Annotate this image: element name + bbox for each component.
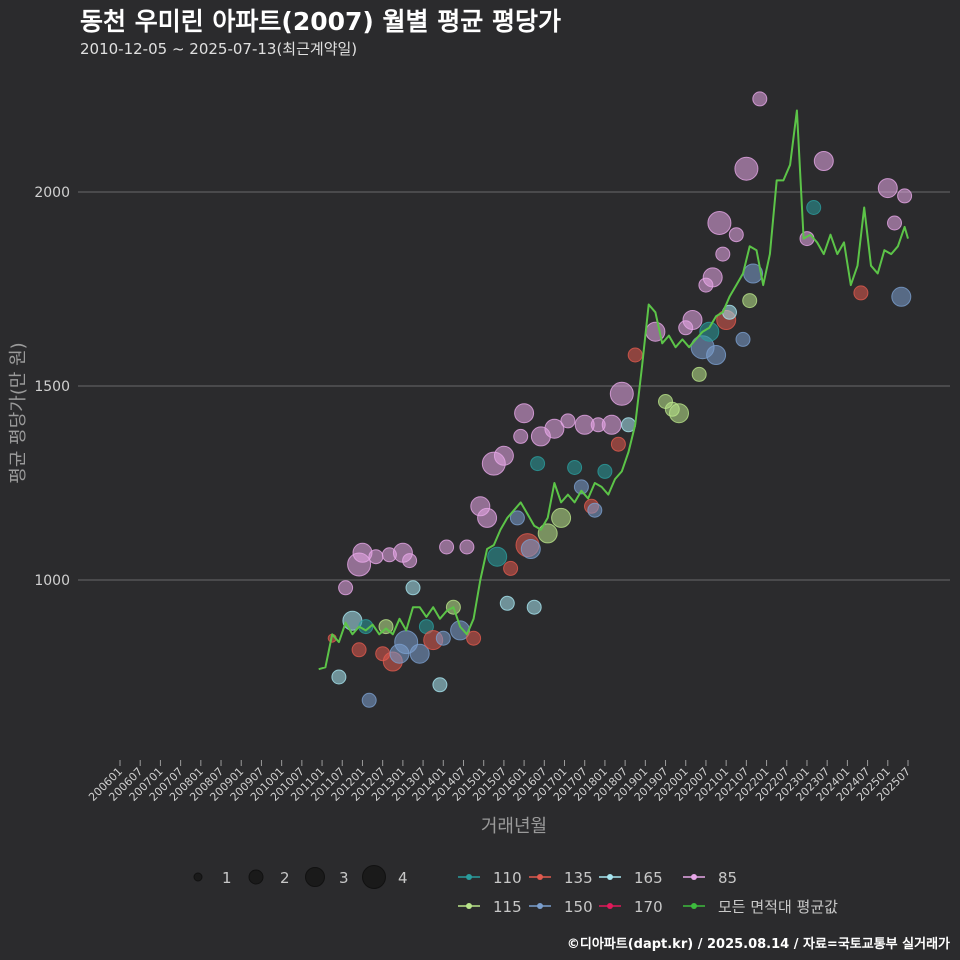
bubble-point-85 bbox=[459, 539, 475, 555]
bubble-marks bbox=[327, 91, 913, 708]
bubble-point-85 bbox=[514, 403, 535, 424]
bubble-point-135 bbox=[503, 560, 519, 576]
chart-subtitle: 2010-12-05 ~ 2025-07-13(최근계약일) bbox=[80, 40, 358, 58]
bubble-point-150 bbox=[409, 643, 430, 664]
size-legend-swatch bbox=[305, 867, 325, 887]
bubble-point-85 bbox=[560, 413, 576, 429]
bubble-point-110 bbox=[699, 321, 720, 342]
bubble-point-165 bbox=[432, 677, 448, 693]
series-legend-label: 115 bbox=[493, 898, 522, 916]
bubble-point-165 bbox=[499, 595, 515, 611]
bubble-point-150 bbox=[735, 331, 751, 347]
bubble-point-85 bbox=[493, 445, 514, 466]
y-axis-title: 평균 평당가(만 원) bbox=[8, 342, 29, 483]
size-legend-swatch bbox=[248, 869, 264, 885]
bubble-point-135 bbox=[466, 630, 482, 646]
series-legend-label: 135 bbox=[564, 869, 593, 887]
bubble-point-85 bbox=[338, 580, 354, 596]
footer-credit: ©디아파트(dapt.kr) / 2025.08.14 / 자료=국토교통부 실… bbox=[566, 937, 950, 952]
series-legend-label: 165 bbox=[634, 869, 663, 887]
bubble-point-85 bbox=[477, 507, 498, 528]
y-axis-ticks: 1000 1500 2000 bbox=[34, 185, 70, 589]
bubble-point-115 bbox=[537, 523, 558, 544]
size-legend-label: 2 bbox=[280, 869, 290, 887]
x-axis-title: 거래년월 bbox=[481, 816, 547, 837]
series-legend-dot bbox=[466, 903, 472, 909]
series-legend-dot bbox=[691, 903, 697, 909]
bubble-point-110 bbox=[530, 456, 546, 472]
bubble-point-110 bbox=[597, 463, 613, 479]
y-tick-label: 1500 bbox=[34, 379, 70, 395]
series-legend-label: 150 bbox=[564, 898, 593, 916]
series-legend-label: 모든 면적대 평균값 bbox=[718, 898, 838, 916]
bubble-point-85 bbox=[513, 428, 529, 444]
series-legend-label: 170 bbox=[634, 898, 663, 916]
bubble-point-85 bbox=[682, 310, 703, 330]
bubble-point-85 bbox=[368, 549, 384, 565]
bubble-point-135 bbox=[351, 642, 367, 658]
bubble-point-85 bbox=[887, 215, 902, 231]
bubble-point-150 bbox=[706, 345, 727, 365]
bubble-point-165 bbox=[331, 669, 347, 685]
bubble-point-165 bbox=[526, 599, 542, 615]
x-axis-ticks: 2006012006072007012007072008012008072009… bbox=[86, 760, 913, 804]
bubble-point-135 bbox=[610, 436, 626, 452]
bubble-point-85 bbox=[799, 231, 815, 247]
bubble-point-115 bbox=[691, 366, 707, 382]
chart-legend: 1 2 3 4 110 135 165 85 115 150 170 모든 면적대 평균값 bbox=[193, 865, 838, 916]
bubble-point-150 bbox=[361, 692, 377, 708]
bubble-point-110 bbox=[567, 460, 583, 475]
y-tick-label: 2000 bbox=[34, 185, 70, 201]
series-legend-dot bbox=[607, 874, 613, 880]
bubble-point-150 bbox=[509, 510, 525, 526]
bubble-point-135 bbox=[627, 347, 643, 363]
bubble-point-85 bbox=[752, 91, 768, 107]
bubble-point-150 bbox=[573, 479, 589, 495]
series-legend-dot bbox=[607, 903, 613, 909]
bubble-point-85 bbox=[715, 246, 731, 262]
bubble-point-85 bbox=[439, 539, 455, 555]
bubble-point-150 bbox=[891, 286, 912, 307]
bubble-point-110 bbox=[487, 546, 508, 567]
chart-title: 동천 우미린 아파트(2007) 월별 평균 평당가 bbox=[80, 7, 561, 36]
bubble-point-110 bbox=[806, 200, 822, 215]
series-legend-dot bbox=[691, 874, 697, 880]
bubble-point-135 bbox=[853, 285, 869, 301]
y-tick-label: 1000 bbox=[34, 573, 70, 589]
bubble-point-165 bbox=[405, 580, 421, 596]
bubble-point-150 bbox=[520, 539, 541, 559]
series-legend-dot bbox=[466, 874, 472, 880]
bubble-point-85 bbox=[813, 151, 834, 171]
grid-lines bbox=[78, 191, 950, 581]
bubble-point-115 bbox=[378, 619, 394, 635]
bubble-point-115 bbox=[551, 507, 572, 528]
bubble-point-85 bbox=[897, 188, 913, 204]
average-line-layer bbox=[318, 109, 909, 671]
bubble-point-85 bbox=[728, 227, 744, 243]
series-legend-label: 85 bbox=[718, 869, 737, 887]
bubble-point-85 bbox=[609, 381, 634, 406]
size-legend-label: 1 bbox=[222, 869, 232, 887]
bubble-point-85 bbox=[601, 414, 622, 435]
series-legend-dot bbox=[537, 874, 543, 880]
series-legend-label: 110 bbox=[493, 869, 522, 887]
bubble-point-85 bbox=[707, 211, 732, 235]
bubble-point-85 bbox=[544, 418, 565, 439]
size-legend-swatch bbox=[193, 872, 203, 882]
series-legend-dot bbox=[537, 903, 543, 909]
bubble-point-150 bbox=[435, 630, 451, 646]
size-legend-label: 4 bbox=[398, 869, 408, 887]
bubble-point-85 bbox=[734, 156, 759, 181]
bubble-point-115 bbox=[742, 293, 758, 309]
size-legend-swatch bbox=[362, 865, 386, 889]
bubble-point-85 bbox=[702, 267, 723, 288]
bubble-point-85 bbox=[877, 178, 898, 199]
bubble-point-115 bbox=[669, 403, 689, 424]
bubble-point-85 bbox=[402, 553, 418, 569]
bubble-point-150 bbox=[587, 502, 603, 518]
size-legend-label: 3 bbox=[339, 869, 349, 887]
average-price-line bbox=[318, 109, 909, 671]
